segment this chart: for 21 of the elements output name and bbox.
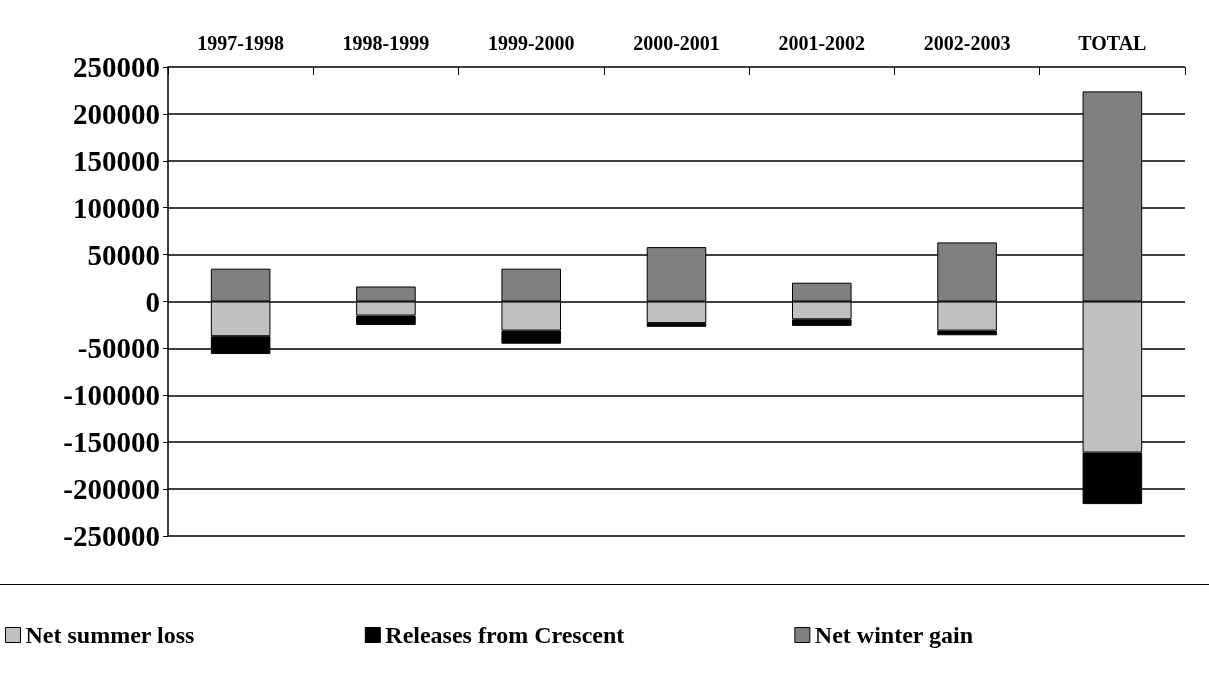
y-tick-label: -200000 — [63, 473, 160, 506]
y-tick-label: -100000 — [63, 379, 160, 412]
x-tick-label: 2002-2003 — [923, 32, 1011, 54]
x-tick-label: 1997-1998 — [197, 32, 284, 54]
y-tick-label: 50000 — [87, 238, 160, 271]
y-tick-label: 250000 — [73, 51, 160, 83]
y-tick-label: 150000 — [73, 144, 160, 177]
y-tick-label: 100000 — [73, 191, 160, 224]
x-tick-label: 1998-1999 — [342, 32, 430, 54]
y-tick-label: 200000 — [73, 97, 160, 130]
legend-label: Net winter gain — [814, 622, 974, 648]
x-tick-label: 1999-2000 — [487, 32, 575, 54]
x-tick-label: TOTAL — [1078, 32, 1147, 54]
y-tick-label: -150000 — [63, 426, 160, 459]
y-tick-label: -50000 — [77, 332, 160, 365]
legend-label: Net summer loss — [25, 622, 195, 648]
legend-label: Releases from Crescent — [385, 622, 625, 648]
x-tick-label: 2001-2002 — [778, 32, 866, 54]
y-tick-label: -250000 — [63, 520, 160, 552]
y-tick-label: 0 — [145, 285, 160, 318]
x-tick-label: 2000-2001 — [633, 32, 720, 54]
